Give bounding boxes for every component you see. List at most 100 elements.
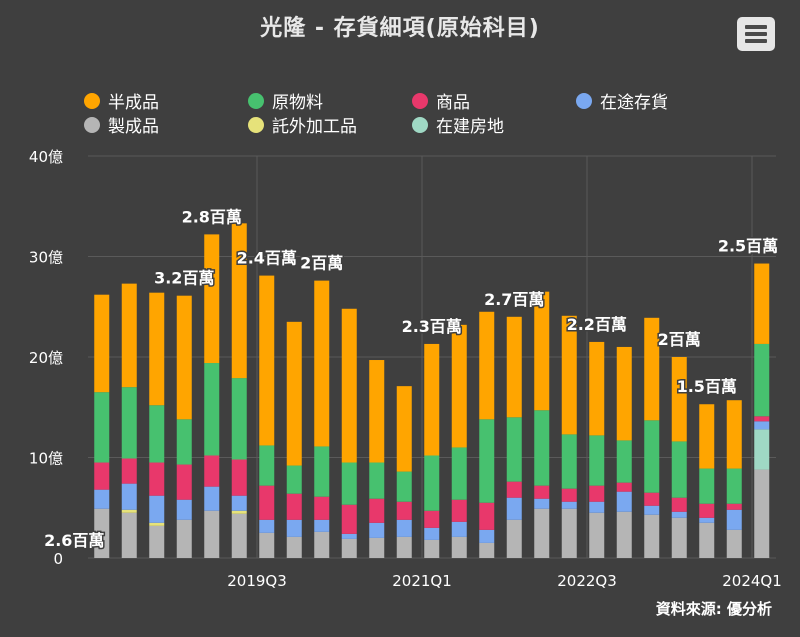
bar-segment-製成品 [121,512,137,558]
bar-segment-半成品 [671,357,687,442]
bar-segment-託外加工品 [231,510,247,514]
bar-segment-製成品 [341,538,357,558]
x-tick-label: 2019Q3 [227,572,287,590]
bar-segment-在途存貨 [726,509,742,530]
x-tick-label: 2024Q1 [722,572,782,590]
bar-segment-在途存貨 [204,486,220,511]
bar-segment-製成品 [94,508,110,558]
legend-label: 在建房地 [436,117,504,137]
bar-segment-原物料 [479,419,495,503]
bar-segment-商品 [616,482,632,492]
hamburger-menu-icon [745,25,767,29]
legend-item-2[interactable]: 商品 [412,88,470,113]
bar-segment-原物料 [314,446,330,497]
bar-segment-製成品 [616,511,632,558]
y-tick-label: 0 [53,550,63,568]
bar-segment-半成品 [506,316,522,418]
data-label: 2百萬 [300,254,343,273]
x-tick-label: 2022Q3 [557,572,617,590]
bar-segment-原物料 [121,387,137,459]
bar-segment-在途存貨 [341,533,357,539]
bar-segment-半成品 [534,291,550,411]
bar-segment-原物料 [671,441,687,498]
legend-item-3[interactable]: 在途存貨 [576,88,668,113]
bar-segment-在途存貨 [286,519,302,537]
bar-segment-原物料 [149,405,165,463]
bar-segment-在途存貨 [644,505,660,515]
bar-segment-商品 [506,481,522,498]
data-label: 2.2百萬 [567,315,627,334]
bar-segment-商品 [424,510,440,528]
bar-segment-製成品 [259,532,275,558]
bar-segment-半成品 [396,386,412,472]
bar-segment-在途存貨 [479,529,495,543]
bar-segment-半成品 [314,280,330,447]
bar-segment-半成品 [94,294,110,393]
legend-item-1[interactable]: 原物料 [248,88,323,113]
data-label: 2.4百萬 [237,249,297,268]
bar-segment-在途存貨 [424,527,440,540]
data-label: 1.5百萬 [677,377,737,396]
bar-segment-半成品 [561,315,577,435]
legend-dot-icon [576,92,592,109]
bar-segment-商品 [644,492,660,506]
legend-dot-icon [412,92,428,109]
bar-segment-商品 [479,502,495,530]
bar-segment-商品 [589,485,605,502]
bar-segment-原物料 [94,392,110,463]
bar-segment-商品 [369,498,385,523]
bar-segment-在途存貨 [176,499,192,520]
x-tick-label: 2021Q1 [392,572,452,590]
legend-dot-icon [84,116,100,133]
bar-segment-商品 [561,488,577,502]
legend-dot-icon [84,92,100,109]
bar-segment-原物料 [561,434,577,489]
bar-segment-在途存貨 [534,498,550,509]
bar-segment-原物料 [589,435,605,486]
bar-segment-原物料 [451,447,467,500]
legend-item-4[interactable]: 製成品 [84,112,159,137]
bar-segment-原物料 [754,343,770,417]
bar-segment-半成品 [424,343,440,456]
bar-segment-商品 [699,503,715,518]
bar-segment-在途存貨 [589,501,605,513]
hamburger-menu-icon [745,39,767,43]
source-credit: 資料來源: 優分析 [655,600,772,618]
bar-segment-製成品 [644,514,660,558]
bar-segment-半成品 [176,295,192,420]
bar-segment-在途存貨 [616,491,632,512]
bar-segment-原物料 [204,363,220,456]
bar-segment-在建房地 [754,429,770,470]
bar-segment-在途存貨 [396,519,412,537]
bar-segment-製成品 [506,519,522,558]
bar-segment-製成品 [589,512,605,558]
bar-segment-製成品 [149,525,165,558]
bar-segment-原物料 [231,378,247,460]
bar-segment-託外加工品 [149,522,165,526]
data-label: 2.5百萬 [718,237,778,256]
bar-segment-在途存貨 [671,511,687,518]
menu-button[interactable] [737,17,775,51]
bar-segment-商品 [121,458,137,484]
legend-label: 原物料 [272,93,323,113]
bar-segment-半成品 [616,346,632,441]
legend-item-5[interactable]: 託外加工品 [248,112,357,137]
bar-segment-原物料 [396,471,412,502]
y-tick-label: 30億 [29,249,63,267]
bar-segment-原物料 [341,462,357,505]
bar-segment-半成品 [726,400,742,469]
legend-label: 在途存貨 [600,93,668,113]
legend-dot-icon [412,116,428,133]
bar-segment-半成品 [121,283,137,388]
bar-segment-製成品 [204,510,220,558]
bar-segment-製成品 [479,542,495,558]
bar-segment-在途存貨 [94,489,110,509]
legend-label: 製成品 [108,117,159,137]
data-label: 2.3百萬 [402,317,462,336]
chart-legend: 半成品 原物料 商品 在途存貨製成品 託外加工品 在建房地 [0,0,800,140]
bar-segment-製成品 [699,522,715,558]
bar-segment-半成品 [644,317,660,421]
bar-segment-商品 [754,416,770,422]
legend-item-6[interactable]: 在建房地 [412,112,504,137]
legend-item-0[interactable]: 半成品 [84,88,159,113]
